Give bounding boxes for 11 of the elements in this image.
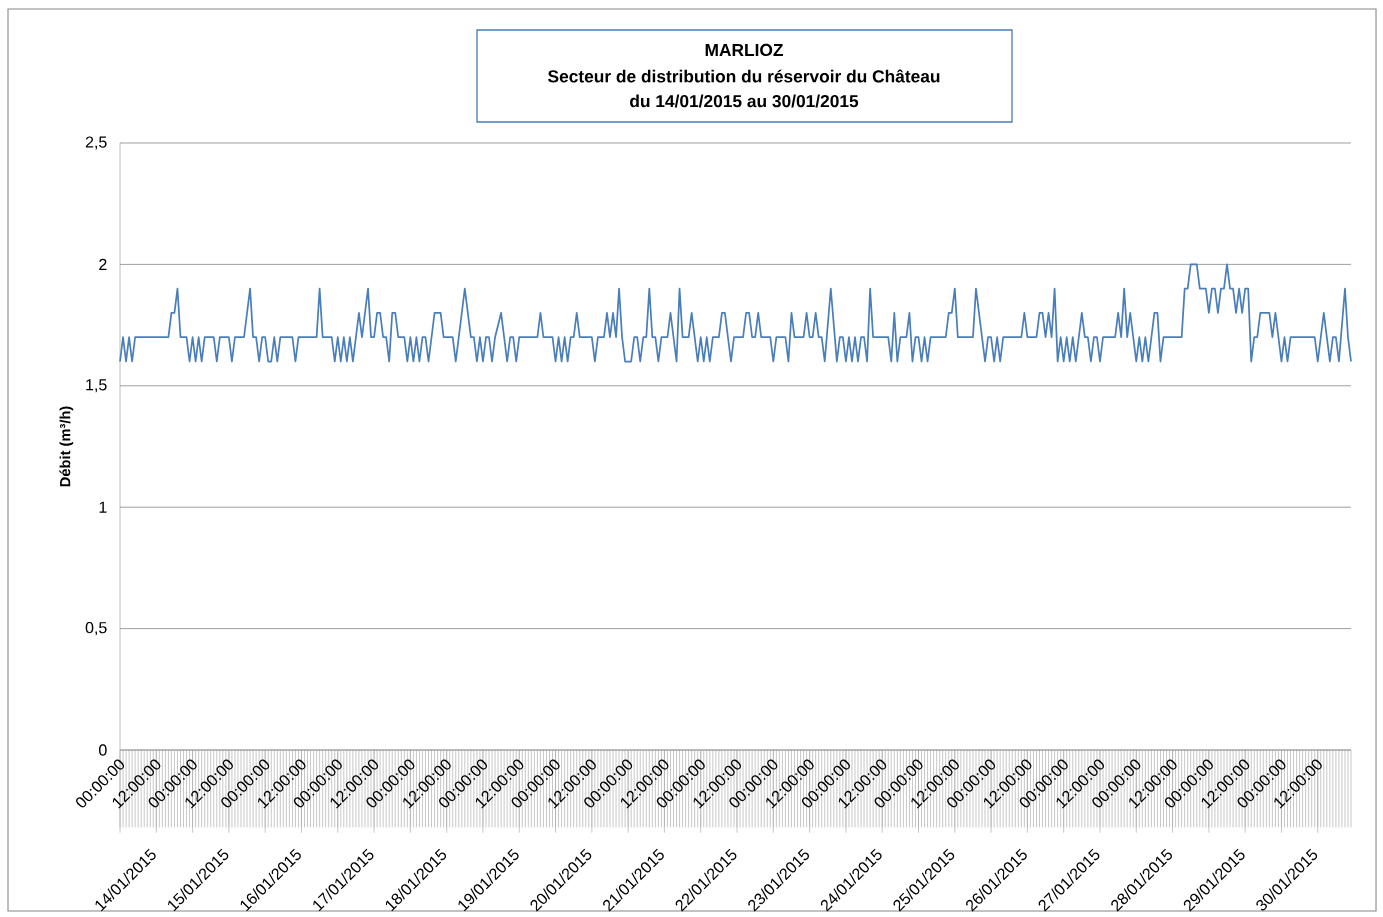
y-axis-title: Débit (m³/h) xyxy=(59,406,74,487)
y-tick-label: 0,5 xyxy=(85,621,107,636)
y-tick-label: 1 xyxy=(99,501,107,513)
text: du 14/01/2015 au 30/01/2015 xyxy=(630,94,859,108)
y-tick-label: 2 xyxy=(99,258,107,270)
y-tick-label: 0 xyxy=(99,744,107,756)
y-tick-label: 1,5 xyxy=(86,379,107,393)
line-series xyxy=(119,263,1352,363)
y-tick-label: 2,5 xyxy=(85,136,107,150)
chart-title: MARLIOZ xyxy=(705,43,783,57)
chart-subtitle: Secteur de distribution du réservoir du Château xyxy=(548,69,940,83)
